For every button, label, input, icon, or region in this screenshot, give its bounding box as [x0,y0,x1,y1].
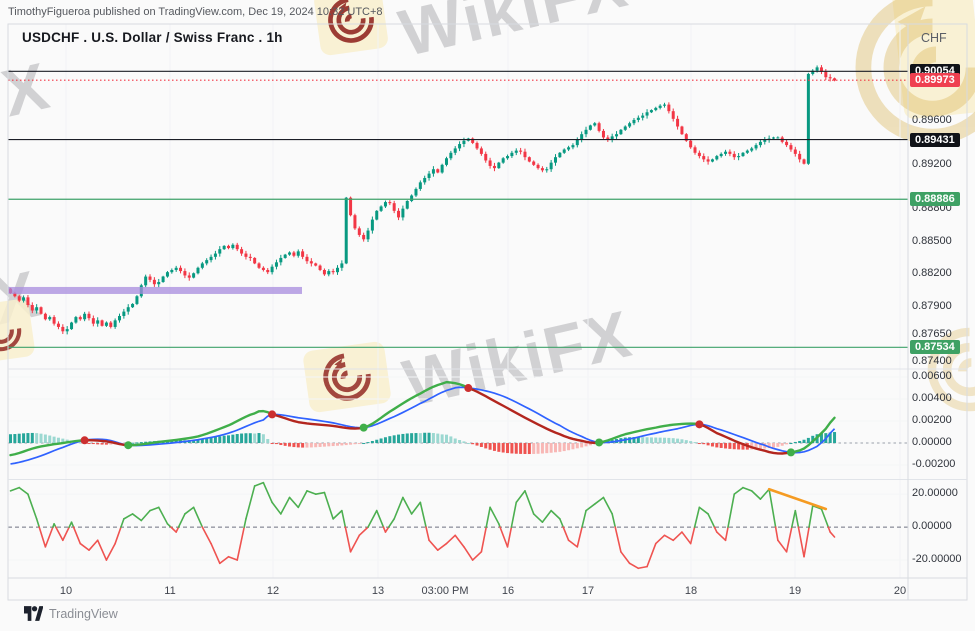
symbol-title: USDCHF . U.S. Dollar / Swiss Franc . 1h [22,30,283,45]
tradingview-icon [24,606,43,621]
tradingview-label: TradingView [49,606,118,621]
tradingview-logo[interactable]: TradingView [24,606,118,621]
horizontal-level-lines [8,70,908,348]
purple-supply-zone [8,286,302,294]
attribution-text: TimothyFigueroa published on TradingView… [8,6,383,18]
oscillator-indicator [8,481,908,570]
gridlines [8,24,908,578]
currency-axis-label: CHF [921,31,947,45]
macd-indicator [8,380,908,465]
candlestick-series [9,65,837,335]
